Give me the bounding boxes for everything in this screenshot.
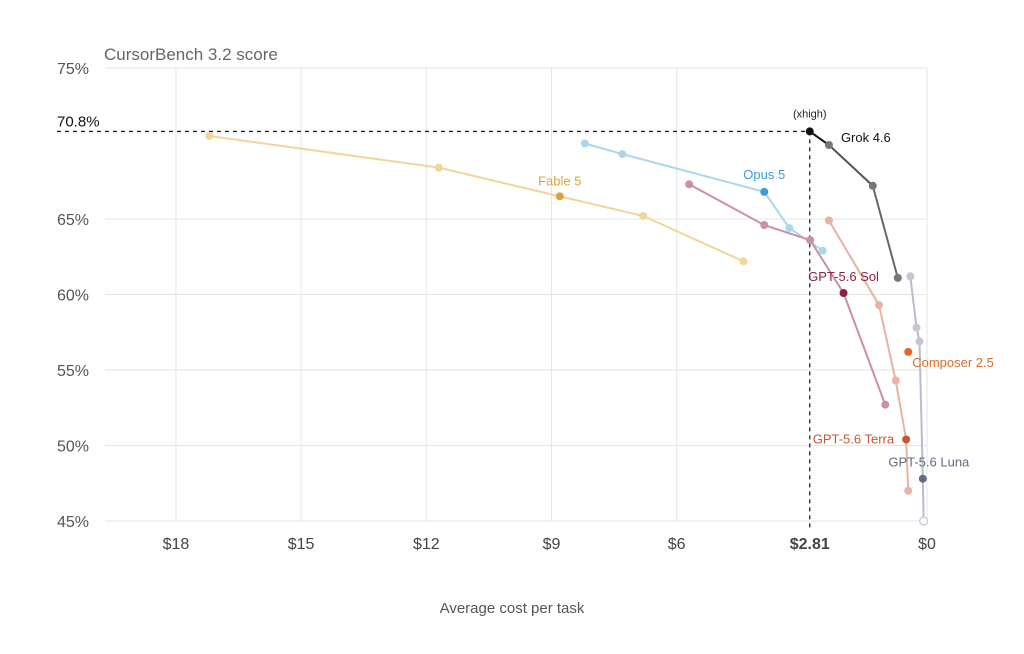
series-segment <box>894 379 908 441</box>
x-tick-label: $6 <box>668 536 686 553</box>
data-point <box>580 139 589 148</box>
data-point <box>918 474 927 483</box>
series-label-gpt-5-6-sol: GPT-5.6 Sol <box>808 269 879 284</box>
highlight-point-label: (xhigh) <box>793 108 827 120</box>
series-segment <box>437 166 561 198</box>
series-segment <box>827 144 874 187</box>
series-segment <box>842 291 887 406</box>
data-point <box>868 181 877 190</box>
series-segment <box>558 195 645 217</box>
x-tick-label: $12 <box>413 536 440 553</box>
series-gpt-5-6-terra <box>824 216 913 495</box>
highlight-guides <box>57 130 811 531</box>
series-segment <box>921 477 925 522</box>
y-tick-label: 65% <box>57 212 89 229</box>
data-point <box>685 180 694 189</box>
series-label-opus-5: Opus 5 <box>743 167 785 182</box>
x-tick-label: $9 <box>543 536 561 553</box>
data-point <box>875 301 884 310</box>
data-point <box>806 236 815 245</box>
series-labels: Fable 5 Opus 5 GPT-5.6 Sol Grok 4.6 GPT-5.6 … <box>538 130 994 470</box>
data-point <box>618 150 627 159</box>
data-point <box>739 257 748 266</box>
series-grok-4-6 <box>805 127 902 282</box>
grid <box>105 67 928 522</box>
series-label-gpt-5-6-luna: GPT-5.6 Luna <box>888 455 970 470</box>
series-segment <box>827 219 881 307</box>
x-tick-label: $2.81 <box>790 536 830 553</box>
series-label-fable-5: Fable 5 <box>538 173 581 188</box>
series-opus-5 <box>580 139 827 255</box>
data-point <box>785 224 794 233</box>
data-point <box>760 187 769 196</box>
data-point <box>915 337 924 346</box>
series-segment <box>621 153 766 193</box>
data-point <box>805 127 814 136</box>
data-point <box>919 516 929 526</box>
data-point <box>824 216 833 225</box>
series-segment <box>909 275 918 329</box>
series-segment <box>905 438 910 492</box>
highlight-y-label: 70.8% <box>57 113 100 130</box>
data-point <box>891 376 900 385</box>
series-label-composer-2-5: Composer 2.5 <box>912 355 994 370</box>
series-segment <box>871 184 899 279</box>
x-tick-label: $18 <box>163 536 190 553</box>
data-point <box>904 486 913 495</box>
series-fable-5 <box>205 131 748 266</box>
data-point <box>555 192 564 201</box>
series-composer-2-5 <box>904 347 913 356</box>
series-segment <box>763 224 812 242</box>
series-layer <box>205 127 929 526</box>
data-point <box>902 435 911 444</box>
y-tick-label: 75% <box>57 61 89 78</box>
data-point <box>824 141 833 150</box>
y-tick-label: 60% <box>57 288 89 305</box>
series-segment <box>809 239 845 294</box>
chart-title: CursorBench 3.2 score <box>104 45 278 64</box>
x-tick-label: $15 <box>288 536 315 553</box>
x-axis-label: Average cost per task <box>440 600 585 617</box>
series-label-grok-4-6: Grok 4.6 <box>841 130 891 145</box>
series-gpt-5-6-luna <box>906 272 929 526</box>
series-segment <box>208 134 440 169</box>
tick-labels: 75% 65% 60% 55% 50% 45% $18 $15 $12 $9 $6 $2.81 $0 70… <box>57 61 936 553</box>
series-segment <box>878 304 897 382</box>
data-point <box>893 273 902 282</box>
data-point <box>839 288 848 297</box>
series-segment <box>688 183 766 227</box>
series-segment <box>642 214 745 263</box>
series-segment <box>763 190 791 230</box>
y-tick-label: 55% <box>57 363 89 380</box>
data-point <box>904 347 913 356</box>
y-tick-label: 45% <box>57 514 89 531</box>
data-point <box>760 221 769 230</box>
series-label-gpt-5-6-terra: GPT-5.6 Terra <box>813 431 895 446</box>
series-gpt-5-6-sol <box>685 180 890 409</box>
data-point <box>434 163 443 172</box>
data-point <box>818 246 827 255</box>
data-point <box>912 323 921 332</box>
data-point <box>906 272 915 281</box>
data-point <box>639 211 648 220</box>
data-point <box>205 131 214 140</box>
x-tick-label: $0 <box>918 536 936 553</box>
series-segment <box>918 340 924 480</box>
series-segment <box>583 142 624 156</box>
y-tick-label: 50% <box>57 439 89 456</box>
data-point <box>881 400 890 409</box>
